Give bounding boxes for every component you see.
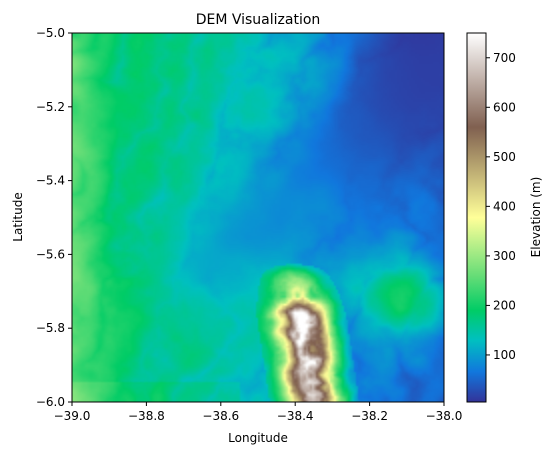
y-tick-label: −6.0 [36, 395, 65, 409]
colorbar-tick-label: 100 [493, 348, 516, 362]
colorbar-tick-label: 700 [493, 51, 516, 65]
elevation-raster [72, 33, 444, 402]
colorbar-tick-label: 200 [493, 298, 516, 312]
colorbar [466, 32, 487, 403]
x-tick-label: −38.4 [277, 409, 314, 423]
colorbar-axis: 100 200 300 400 500 600 700 [486, 51, 516, 362]
x-axis-label: Longitude [228, 431, 288, 445]
colorbar-tick-label: 300 [493, 249, 516, 263]
colorbar-tick-label: 500 [493, 150, 516, 164]
y-tick-label: −5.0 [36, 26, 65, 40]
y-axis: −5.0 −5.2 −5.4 −5.6 −5.8 −6.0 [36, 26, 72, 409]
colorbar-tick-label: 600 [493, 100, 516, 114]
y-tick-label: −5.6 [36, 247, 65, 261]
x-tick-label: −39.0 [54, 409, 91, 423]
x-tick-label: −38.8 [128, 409, 165, 423]
y-tick-label: −5.2 [36, 100, 65, 114]
chart-title: DEM Visualization [196, 12, 321, 28]
y-axis-label: Latitude [11, 192, 25, 241]
dem-heatmap [72, 33, 444, 402]
colorbar-tick-label: 400 [493, 199, 516, 213]
colorbar-label: Elevation (m) [529, 177, 543, 258]
x-tick-label: −38.6 [202, 409, 239, 423]
x-tick-label: −38.0 [426, 409, 463, 423]
y-tick-label: −5.8 [36, 321, 65, 335]
y-tick-label: −5.4 [36, 174, 65, 188]
plot-frame [71, 32, 445, 403]
x-axis: −39.0 −38.8 −38.6 −38.4 −38.2 −38.0 [54, 402, 463, 423]
x-tick-label: −38.2 [351, 409, 388, 423]
